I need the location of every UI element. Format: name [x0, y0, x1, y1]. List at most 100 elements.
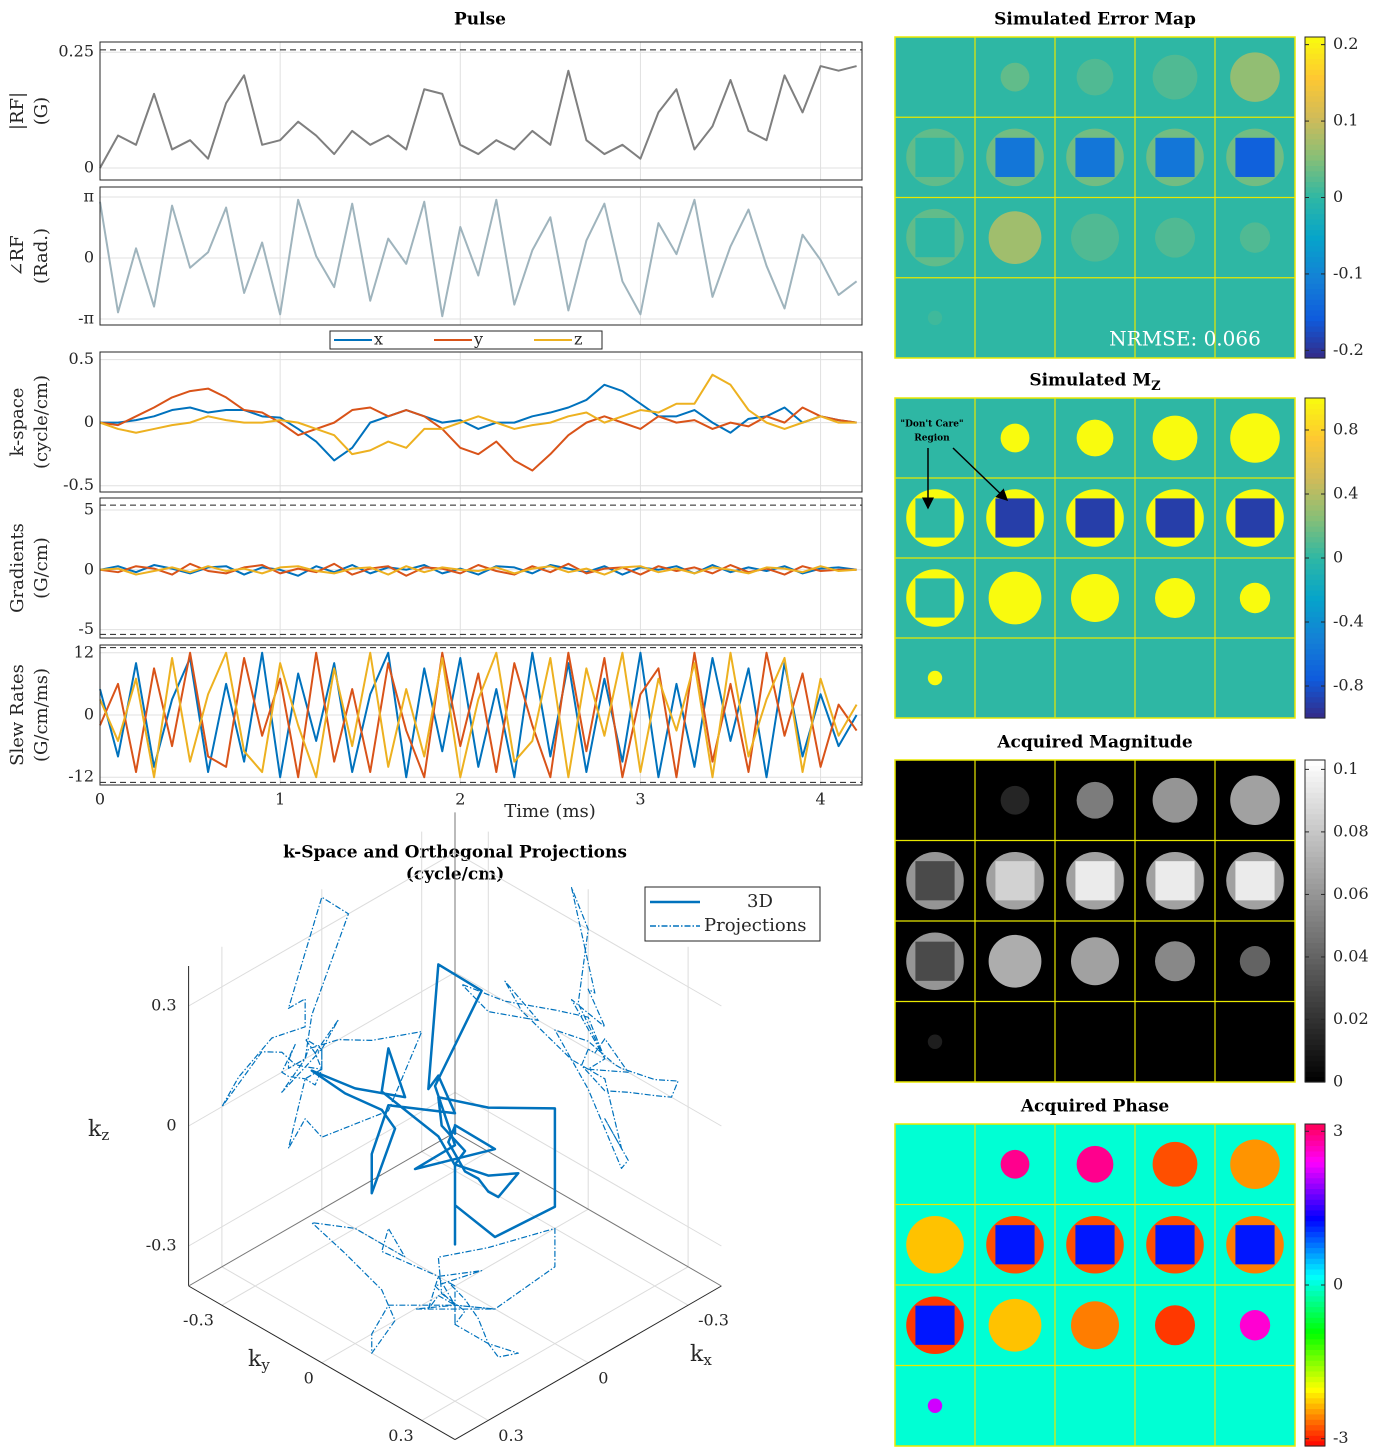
- colorbar-strip: [1305, 526, 1325, 532]
- phantom-disk: [1076, 1145, 1114, 1183]
- x-tick-label: 0: [95, 790, 105, 809]
- colorbar-strip: [1305, 261, 1325, 268]
- colorbar-strip: [1305, 1129, 1325, 1136]
- y-tick-label: 5: [84, 499, 94, 518]
- colorbar-strip: [1305, 1360, 1325, 1367]
- y-tick-label: 0: [84, 157, 94, 176]
- colorbar-strip: [1305, 542, 1325, 548]
- colorbar-strip: [1305, 963, 1325, 970]
- legend-label: Projections: [704, 915, 807, 936]
- colorbar-tick-label: 0.1: [1333, 111, 1358, 130]
- colorbar-strip: [1305, 69, 1325, 76]
- colorbar-strip: [1305, 1124, 1325, 1130]
- colorbar-strip: [1305, 133, 1325, 140]
- colorbar-strip: [1305, 797, 1325, 804]
- colorbar-strip: [1305, 1225, 1325, 1232]
- y-axis-label: (Rad.): [31, 228, 52, 284]
- series-line: [99, 65, 857, 169]
- colorbar-strip: [1305, 1060, 1325, 1067]
- colorbar-strip: [1305, 456, 1325, 463]
- series-line: [99, 198, 858, 318]
- phantom-disk: [1152, 777, 1198, 823]
- colorbar-strip: [1305, 467, 1325, 474]
- colorbar-strip: [1305, 144, 1325, 150]
- colorbar-strip: [1305, 1236, 1325, 1243]
- annotation: Region: [914, 434, 950, 444]
- colorbar-strip: [1305, 622, 1325, 628]
- colorbar-strip: [1305, 1290, 1325, 1297]
- series-line: [99, 387, 857, 472]
- colorbar-strip: [1305, 256, 1325, 263]
- colorbar-strip: [1305, 325, 1325, 332]
- colorbar-strip: [1305, 1172, 1325, 1179]
- colorbar-strip: [1305, 1381, 1325, 1388]
- phantom-disk: [906, 1215, 964, 1274]
- colorbar-strip: [1305, 1204, 1325, 1211]
- colorbar-strip: [1305, 472, 1325, 479]
- colorbar-tick-label: 0.8: [1333, 420, 1358, 439]
- phantom-disk: [1239, 946, 1271, 977]
- colorbar-strip: [1305, 430, 1325, 436]
- chart-title: Simulated MZ: [1029, 371, 1161, 394]
- colorbar-strip: [1305, 1424, 1325, 1431]
- phantom-disk: [988, 571, 1042, 625]
- colorbar-strip: [1305, 1252, 1325, 1259]
- phantom-disk: [1155, 941, 1195, 982]
- phantom-core: [915, 218, 955, 258]
- colorbar-strip: [1305, 1440, 1325, 1447]
- grid-line: [421, 1266, 689, 1421]
- y-axis-label: (cycle/cm): [31, 375, 52, 469]
- colorbar-strip: [1305, 1012, 1325, 1019]
- chart-title: Acquired Phase: [1020, 1097, 1170, 1117]
- colorbar-strip: [1305, 117, 1325, 124]
- colorbar-tick-label: 0.04: [1333, 946, 1369, 965]
- phantom-disk: [1152, 1141, 1198, 1187]
- colorbar-strip: [1305, 531, 1325, 538]
- colorbar-strip: [1305, 267, 1325, 273]
- colorbar-strip: [1305, 813, 1325, 820]
- colorbar-strip: [1305, 440, 1325, 447]
- axis-edge: [454, 1285, 722, 1441]
- y-axis-label: (G/cm/ms): [31, 668, 52, 762]
- panel-background: [100, 352, 862, 492]
- colorbar-strip: [1305, 213, 1325, 220]
- colorbar-strip: [1305, 42, 1325, 49]
- colorbar-strip: [1305, 1242, 1325, 1249]
- colorbar-strip: [1305, 1039, 1325, 1046]
- colorbar-tick-label: 0.1: [1333, 759, 1358, 778]
- colorbar-strip: [1305, 969, 1325, 976]
- z-tick-label: -0.3: [146, 1236, 177, 1255]
- phantom-disk: [1071, 937, 1119, 986]
- phantom-disk: [927, 1034, 943, 1049]
- phantom-core: [1075, 498, 1115, 538]
- colorbar-strip: [1305, 160, 1325, 166]
- phantom-core: [1075, 1225, 1115, 1265]
- colorbar-strip: [1305, 872, 1325, 879]
- legend-box: [644, 886, 821, 942]
- colorbar-frame: [1304, 759, 1326, 1083]
- colorbar-strip: [1305, 224, 1325, 231]
- colorbar-tick-label: 0: [1333, 187, 1343, 206]
- y-axis-label: Slew Rates: [7, 664, 28, 766]
- colorbar-strip: [1305, 419, 1325, 426]
- colorbar-strip: [1305, 1150, 1325, 1157]
- phantom-core: [915, 498, 955, 538]
- colorbar-strip: [1305, 192, 1325, 199]
- colorbar-strip: [1305, 127, 1325, 134]
- y-tick-label: 0: [84, 248, 94, 267]
- colorbar-strip: [1305, 1209, 1325, 1216]
- colorbar-strip: [1305, 675, 1325, 682]
- colorbar-strip: [1305, 149, 1325, 156]
- series-line: [99, 651, 858, 779]
- y-tick-label: -12: [68, 767, 94, 786]
- colorbar-strip: [1305, 1354, 1325, 1361]
- y-tick-label: 0.25: [58, 42, 94, 61]
- colorbar-strip: [1305, 600, 1325, 607]
- colorbar-strip: [1305, 106, 1325, 113]
- phantom-core: [995, 1225, 1035, 1265]
- colorbar-strip: [1305, 915, 1325, 922]
- colorbar-strip: [1305, 1183, 1325, 1189]
- phantom-core: [1155, 498, 1195, 538]
- y-tick-label: 0: [84, 559, 94, 578]
